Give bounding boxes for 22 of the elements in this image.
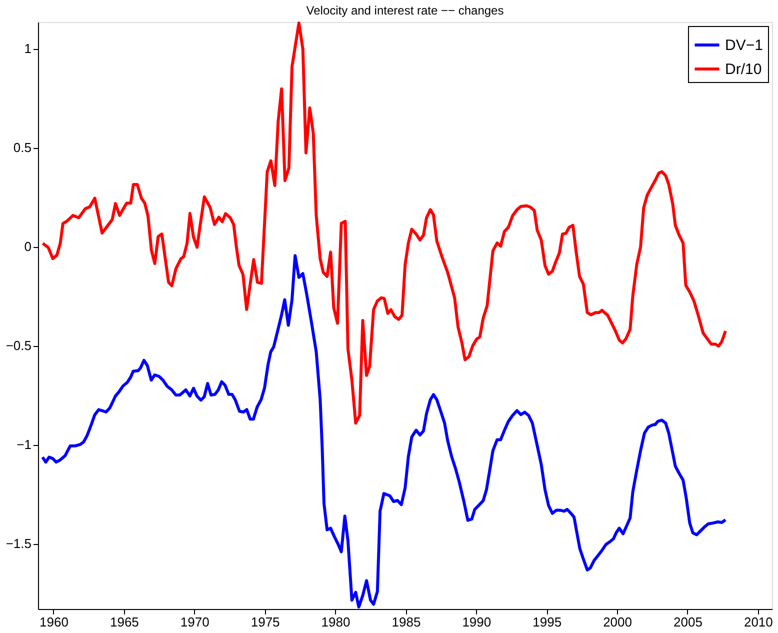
x-tick-label: 1960 bbox=[40, 614, 68, 630]
chart-title: Velocity and interest rate −− changes bbox=[306, 3, 504, 18]
line-series bbox=[41, 21, 728, 425]
x-tick-label: 2000 bbox=[603, 614, 632, 630]
x-tick-label: 2010 bbox=[744, 614, 773, 630]
x-tick-label: 1995 bbox=[532, 614, 562, 630]
y-tick-label: 0.5 bbox=[13, 140, 32, 156]
x-tick-label: 1980 bbox=[321, 614, 350, 630]
y-tick-label: −1 bbox=[16, 437, 32, 452]
x-tick-label: 2005 bbox=[674, 614, 702, 630]
legend-label: DV−1 bbox=[725, 37, 763, 54]
y-tick-label: 1 bbox=[24, 41, 32, 56]
x-tick-label: 1965 bbox=[110, 614, 139, 630]
line-series bbox=[41, 254, 728, 609]
y-tick-label: −0.5 bbox=[6, 338, 32, 354]
y-tick-label: 0 bbox=[24, 239, 32, 254]
x-tick-label: 1975 bbox=[250, 614, 280, 630]
x-tick-label: 1970 bbox=[180, 614, 210, 630]
legend-label: Dr/10 bbox=[725, 61, 762, 78]
x-tick-label: 1990 bbox=[462, 614, 492, 630]
x-tick-label: 1985 bbox=[392, 614, 421, 630]
y-tick-label: −1.5 bbox=[6, 536, 32, 552]
